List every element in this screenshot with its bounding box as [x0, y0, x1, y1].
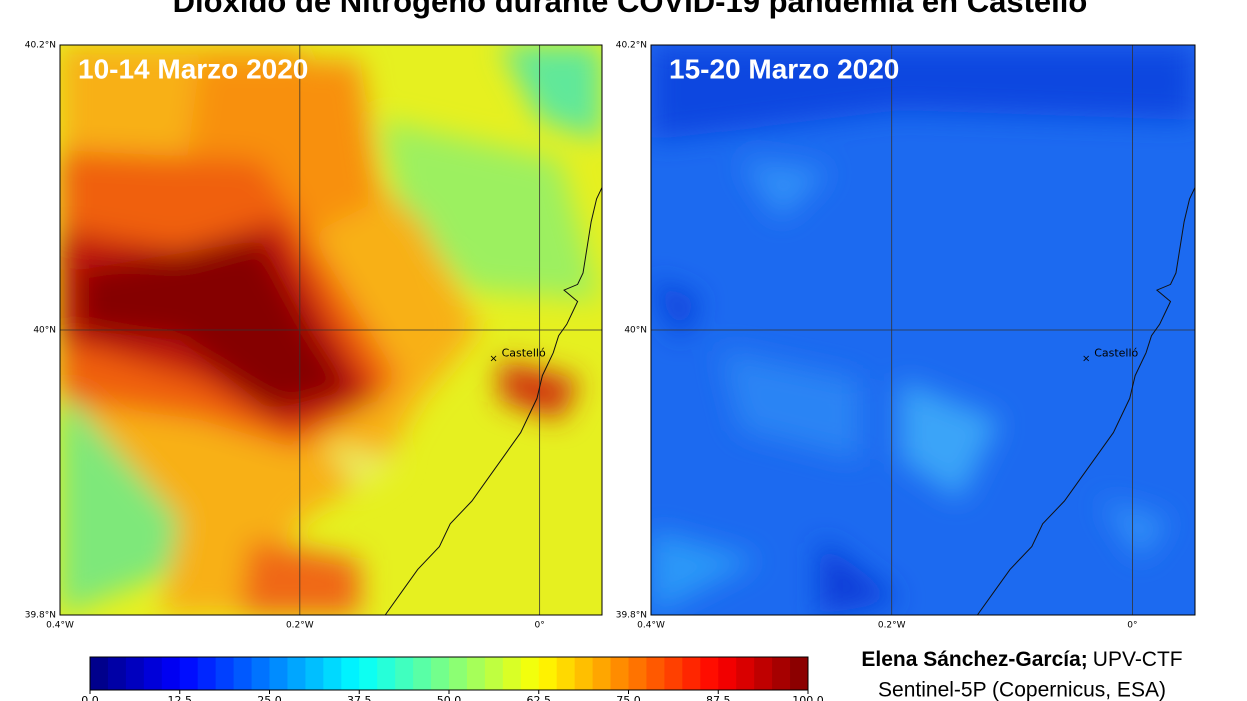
lon-tick-label: 0°	[1127, 621, 1137, 631]
lat-tick-label: 40°N	[33, 326, 56, 336]
map-frame	[59, 44, 603, 616]
colorbar-step	[179, 657, 199, 690]
colorbar-step	[90, 657, 109, 690]
colorbar-step	[790, 657, 809, 690]
colorbar-step	[736, 657, 755, 690]
credit-source: Sentinel-5P (Copernicus, ESA)	[878, 679, 1166, 701]
coastline	[384, 187, 603, 616]
colorbar-tick-label: 12.5	[168, 694, 193, 701]
colorbar-step	[682, 657, 701, 690]
colorbar-step	[700, 657, 719, 690]
colorbar-step	[772, 657, 791, 690]
colorbar-step	[466, 657, 486, 690]
colorbar-tick-label: 0.0	[81, 694, 99, 701]
colorbar-step	[125, 657, 145, 690]
colorbar-step	[233, 657, 253, 690]
colorbar-step	[664, 657, 683, 690]
credit-line: Elena Sánchez-García; UPV-CTF	[861, 648, 1182, 671]
colorbar: 0.0 12.5 25.0 37.5 50.0 62.5 75.0 87.5 100.0	[81, 656, 824, 701]
credit-author: Elena Sánchez-García;	[861, 648, 1087, 671]
lon-tick-label: 0.4°W	[46, 621, 74, 631]
colorbar-step	[395, 657, 414, 690]
lon-tick-label: 0.2°W	[878, 621, 906, 631]
city-marker: ×	[489, 354, 497, 365]
colorbar-step	[107, 657, 127, 690]
colorbar-step	[628, 657, 647, 690]
colorbar-step	[646, 657, 665, 690]
colorbar-step	[341, 657, 360, 690]
city-label: Castelló	[502, 347, 546, 360]
colorbar-step	[520, 657, 540, 690]
title: Dióxido de Nitrógeno durante COVID-19 pa…	[173, 0, 1088, 19]
colorbar-step	[359, 657, 378, 690]
colorbar-step	[449, 657, 468, 690]
colorbar-step	[431, 657, 450, 690]
colorbar-step	[718, 657, 737, 690]
credit-affiliation: UPV-CTF	[1093, 648, 1183, 671]
city-marker: ×	[1082, 354, 1090, 365]
lat-tick-label: 40.2°N	[616, 41, 647, 51]
lon-tick-label: 0.2°W	[286, 621, 314, 631]
colorbar-step	[161, 657, 181, 690]
colorbar-step	[574, 657, 594, 690]
colorbar-step	[305, 657, 324, 690]
colorbar-step	[215, 657, 235, 690]
colorbar-step	[413, 657, 432, 690]
city-label: Castelló	[1094, 347, 1138, 360]
colorbar-step	[592, 657, 612, 690]
period-label: 15-20 Marzo 2020	[669, 53, 899, 84]
colorbar-step	[538, 657, 558, 690]
colorbar-tick-label: 62.5	[527, 694, 552, 701]
colorbar-step	[377, 657, 396, 690]
colorbar-tick-label: 37.5	[347, 694, 372, 701]
colorbar-step	[269, 657, 288, 690]
colorbar-step	[484, 657, 504, 690]
lat-tick-label: 39.8°N	[616, 611, 647, 621]
colorbar-tick-label: 100.0	[792, 694, 824, 701]
colorbar-step	[143, 657, 163, 690]
lat-tick-label: 40.2°N	[25, 41, 56, 51]
colorbar-step	[287, 657, 306, 690]
map-frame	[650, 44, 1196, 616]
colorbar-tick-label: 25.0	[257, 694, 282, 701]
colorbar-tick-label: 87.5	[706, 694, 731, 701]
colorbar-tick-label: 50.0	[437, 694, 462, 701]
colorbar-step	[251, 657, 270, 690]
lon-tick-label: 0°	[535, 621, 545, 631]
colorbar-step	[502, 657, 522, 690]
period-label: 10-14 Marzo 2020	[78, 53, 308, 84]
colorbar-step	[754, 657, 773, 690]
lon-tick-label: 0.4°W	[637, 621, 665, 631]
coastline	[976, 187, 1196, 616]
colorbar-step	[556, 657, 576, 690]
lat-tick-label: 40°N	[624, 326, 647, 336]
lat-tick-label: 39.8°N	[25, 611, 56, 621]
colorbar-tick-label: 75.0	[616, 694, 641, 701]
colorbar-step	[197, 657, 217, 690]
colorbar-step	[610, 657, 629, 690]
colorbar-step	[323, 657, 342, 690]
